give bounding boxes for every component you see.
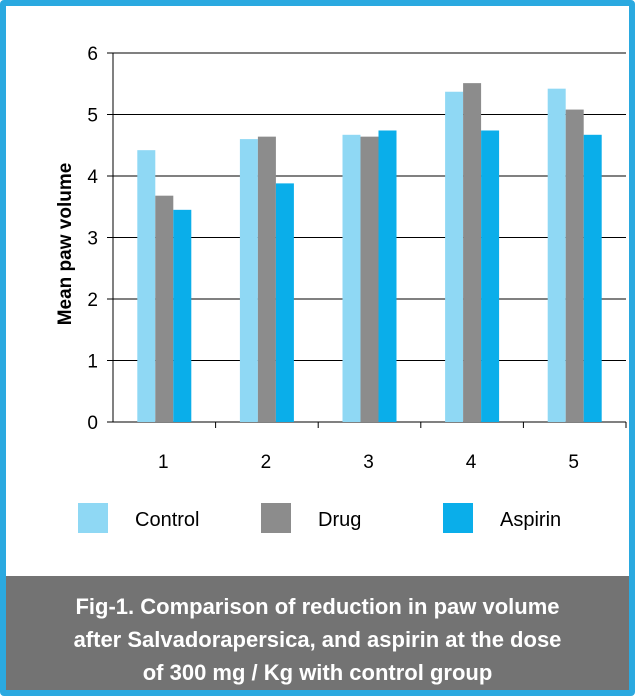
legend-swatch-control — [78, 503, 108, 533]
bar-chart: 0 1 2 3 4 5 6 1 2 3 4 5 Mean paw volume Control Drug… — [55, 44, 627, 533]
bar-control-5 — [547, 88, 566, 423]
y-tick-label: 2 — [87, 290, 98, 311]
caption-line-3: of 300 mg / Kg with control group — [142, 660, 493, 685]
legend-label-aspirin: Aspirin — [500, 509, 561, 531]
grid-lines — [113, 52, 626, 361]
y-tick-label: 5 — [87, 106, 98, 127]
x-tick-label: 3 — [363, 452, 374, 473]
legend-swatch-drug — [261, 503, 291, 533]
bar-aspirin-2 — [275, 183, 294, 422]
x-tick-label: 2 — [261, 452, 272, 473]
bar-drug-2 — [257, 136, 276, 422]
tick-labels: 0 1 2 3 4 5 6 1 2 3 4 5 — [87, 44, 579, 473]
legend: Control Drug Aspirin — [78, 503, 561, 533]
bars — [137, 83, 602, 423]
bar-control-3 — [342, 134, 361, 423]
y-tick-label: 3 — [87, 229, 98, 250]
bar-control-4 — [445, 91, 464, 423]
bar-aspirin-4 — [481, 130, 500, 423]
y-tick-label: 4 — [87, 167, 98, 188]
figure-caption: Fig-1. Comparison of reduction in paw vo… — [6, 576, 629, 690]
x-tick-label: 4 — [466, 452, 477, 473]
bar-drug-4 — [463, 83, 482, 422]
x-tick-label: 1 — [158, 452, 169, 473]
bar-drug-1 — [155, 195, 174, 422]
bar-control-2 — [239, 139, 258, 422]
y-tick-label: 0 — [87, 413, 98, 434]
bar-aspirin-5 — [583, 134, 602, 423]
y-axis-label: Mean paw volume — [55, 163, 76, 326]
bar-drug-5 — [565, 109, 584, 422]
y-tick-label: 6 — [87, 44, 98, 65]
legend-label-control: Control — [135, 509, 199, 531]
legend-label-drug: Drug — [318, 509, 361, 531]
caption-line-2: after Salvadorapersica, and aspirin at t… — [73, 627, 562, 652]
bar-control-1 — [137, 150, 156, 423]
caption-line-1: Fig-1. Comparison of reduction in paw vo… — [75, 594, 560, 619]
bar-aspirin-1 — [173, 209, 192, 422]
y-tick-label: 1 — [87, 352, 98, 373]
bar-aspirin-3 — [378, 130, 397, 423]
legend-swatch-aspirin — [443, 503, 473, 533]
x-tick-label: 5 — [568, 452, 579, 473]
bar-drug-3 — [360, 136, 379, 422]
